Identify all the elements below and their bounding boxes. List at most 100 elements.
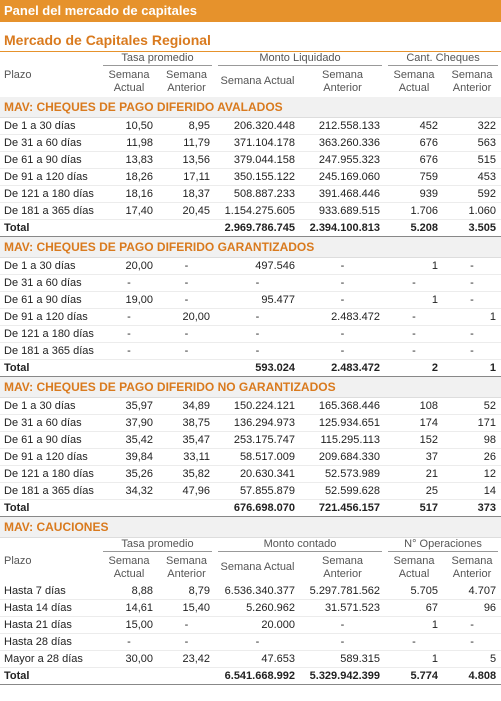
value-cell: - [158, 291, 215, 309]
group-header-text: Tasa promedio [103, 538, 212, 552]
value-cell: 20,45 [158, 202, 215, 220]
value-cell: 563 [443, 134, 501, 152]
data-row: De 31 a 60 días 11,98 11,79 371.104.178 363.… [0, 134, 501, 152]
plazo-cell: De 121 a 180 días [0, 325, 100, 343]
value-cell: 508.887.233 [215, 185, 300, 203]
section-title: MAV: CHEQUES DE PAGO DIFERIDO AVALADOS [0, 97, 501, 118]
value-cell: 13,56 [158, 151, 215, 169]
value-cell: 18,16 [100, 185, 158, 203]
plazo-cell: De 91 a 120 días [0, 168, 100, 186]
plazo-cell: De 61 a 90 días [0, 431, 100, 449]
plazo-cell: Hasta 7 días [0, 583, 100, 600]
plazo-cell: De 61 a 90 días [0, 151, 100, 169]
value-cell: - [158, 633, 215, 651]
value-cell: 38,75 [158, 414, 215, 432]
value-cell: 14 [443, 482, 501, 500]
value-cell: 20,00 [158, 308, 215, 326]
value-cell: - [300, 633, 385, 651]
total-value: 593.024 [215, 359, 300, 377]
value-cell: 589.315 [300, 650, 385, 668]
value-cell: - [385, 325, 443, 343]
value-cell: 5.705 [385, 583, 443, 600]
value-cell: 322 [443, 117, 501, 135]
total-value: 4.808 [443, 667, 501, 685]
value-cell: - [443, 633, 501, 651]
total-value: 676.698.070 [215, 499, 300, 517]
value-cell: - [385, 308, 443, 326]
section-row: MAV: CAUCIONES [0, 517, 501, 538]
value-cell: 363.260.336 [300, 134, 385, 152]
group-header-row: Plazo Tasa promedio Monto contado N° Operac… [0, 538, 501, 567]
sub-header: Semana Anterior [300, 552, 385, 583]
value-cell: - [300, 274, 385, 292]
value-cell: 33,11 [158, 448, 215, 466]
group-header-text: Cant. Cheques [388, 52, 499, 66]
value-cell: 34,32 [100, 482, 158, 500]
value-cell: 25 [385, 482, 443, 500]
value-cell: 35,26 [100, 465, 158, 483]
sub-header-text: Semana Anterior [166, 554, 207, 580]
sub-header-text: Semana Anterior [322, 68, 363, 94]
group-header: Cant. Cheques [385, 52, 501, 66]
value-cell: 14,61 [100, 599, 158, 617]
value-cell: 136.294.973 [215, 414, 300, 432]
value-cell: 592 [443, 185, 501, 203]
value-cell: 67 [385, 599, 443, 617]
value-cell: 96 [443, 599, 501, 617]
data-row: De 1 a 30 días 10,50 8,95 206.320.448 212.55… [0, 117, 501, 135]
sub-header: Semana Actual [215, 552, 300, 583]
data-row: De 61 a 90 días 35,42 35,47 253.175.747 115.… [0, 431, 501, 449]
data-row: De 91 a 120 días 39,84 33,11 58.517.009 209.… [0, 448, 501, 466]
value-cell: 18,37 [158, 185, 215, 203]
value-cell: 1.706 [385, 202, 443, 220]
value-cell: 939 [385, 185, 443, 203]
value-cell: 150.224.121 [215, 397, 300, 415]
value-cell: 30,00 [100, 650, 158, 668]
data-row: De 31 a 60 días - - - - - - [0, 274, 501, 292]
total-value: 373 [443, 499, 501, 517]
value-cell: - [100, 325, 158, 343]
empty-cell [100, 359, 215, 377]
value-cell: 5.297.781.562 [300, 583, 385, 600]
data-row: De 91 a 120 días -20,00-2.483.472-1 [0, 308, 501, 326]
total-value: 3.505 [443, 219, 501, 237]
value-cell: 152 [385, 431, 443, 449]
group-header-text: Tasa promedio [103, 52, 212, 66]
value-cell: 165.368.446 [300, 397, 385, 415]
sub-header: Semana Actual [385, 66, 443, 97]
cauciones-table: MAV: CAUCIONES Plazo Tasa promedio Monto co… [0, 517, 501, 685]
sub-header-row: Semana Actual Semana Anterior Semana Actua… [0, 552, 501, 583]
section-row: MAV: CHEQUES DE PAGO DIFERIDO AVALADOS [0, 97, 501, 118]
value-cell: 57.855.879 [215, 482, 300, 500]
value-cell: - [443, 325, 501, 343]
value-cell: 253.175.747 [215, 431, 300, 449]
section-title: MAV: CHEQUES DE PAGO DIFERIDO NO GARANTI… [0, 376, 501, 398]
plazo-cell: De 181 a 365 días [0, 202, 100, 220]
total-value: 6.541.668.992 [215, 667, 300, 685]
value-cell: - [215, 342, 300, 360]
value-cell: - [100, 308, 158, 326]
total-value: 721.456.157 [300, 499, 385, 517]
group-header-text: Monto Liquidado [218, 52, 382, 66]
value-cell: - [300, 342, 385, 360]
group-header: Tasa promedio [100, 538, 215, 552]
value-cell: 1 [385, 291, 443, 309]
total-value: 517 [385, 499, 443, 517]
value-cell: 8,95 [158, 117, 215, 135]
total-value: 2 [385, 359, 443, 377]
value-cell: 759 [385, 168, 443, 186]
value-cell: 26 [443, 448, 501, 466]
value-cell: 245.169.060 [300, 168, 385, 186]
value-cell: 95.477 [215, 291, 300, 309]
value-cell: 58.517.009 [215, 448, 300, 466]
sub-header-row: Semana Actual Semana Anterior Semana Actua… [0, 66, 501, 97]
total-label: Total [0, 499, 100, 517]
plazo-header: Plazo [4, 554, 32, 567]
value-cell: - [215, 633, 300, 651]
sub-header: Semana Anterior [300, 66, 385, 97]
value-cell: 18,26 [100, 168, 158, 186]
value-cell: 20.000 [215, 616, 300, 634]
section-row: MAV: CHEQUES DE PAGO DIFERIDO GARANTIZAD… [0, 236, 501, 258]
data-row: De 181 a 365 días - - - - - - [0, 342, 501, 360]
total-value: 5.774 [385, 667, 443, 685]
